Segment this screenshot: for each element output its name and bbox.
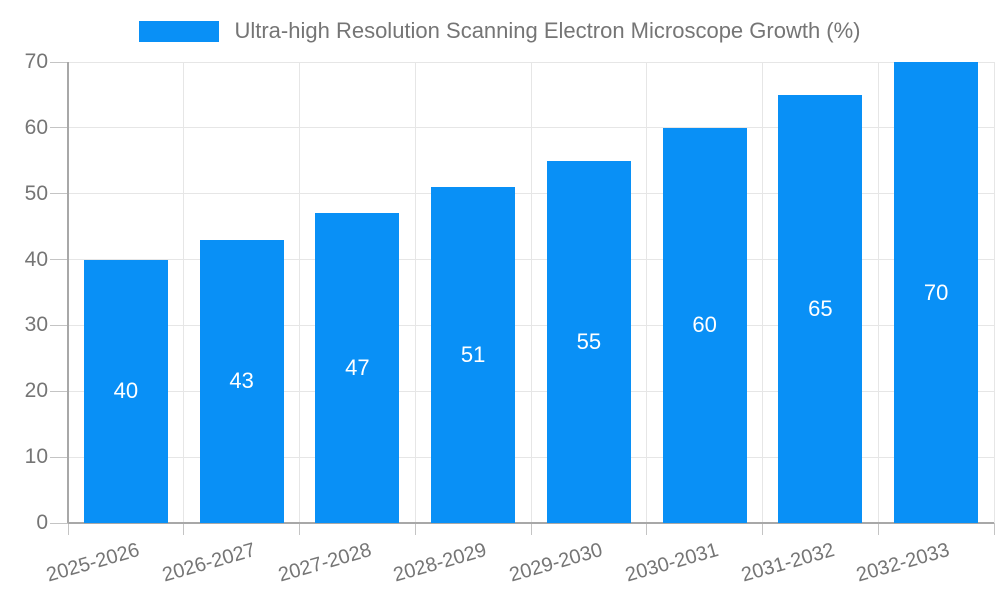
y-tick bbox=[50, 522, 68, 524]
x-tick bbox=[414, 523, 416, 535]
bar bbox=[315, 213, 400, 523]
x-tick bbox=[993, 523, 995, 535]
y-tick bbox=[50, 127, 68, 129]
legend-swatch bbox=[139, 20, 220, 42]
bar bbox=[431, 187, 516, 523]
x-tick-label: 2027-2028 bbox=[275, 538, 374, 587]
bar bbox=[662, 127, 747, 523]
x-tick-label: 2026-2027 bbox=[159, 538, 258, 587]
bar-value-label: 43 bbox=[229, 368, 254, 394]
y-tick bbox=[50, 259, 68, 261]
y-tick bbox=[50, 61, 68, 63]
bar-value-label: 65 bbox=[808, 295, 833, 321]
x-gridline bbox=[646, 62, 648, 523]
x-gridline bbox=[183, 62, 185, 523]
x-gridline bbox=[414, 62, 416, 523]
x-tick bbox=[299, 523, 300, 535]
bar-value-label: 55 bbox=[576, 328, 602, 354]
y-tick bbox=[50, 390, 68, 392]
y-tick-label: 60 bbox=[24, 115, 48, 139]
bar-value-label: 70 bbox=[923, 279, 949, 305]
y-tick-label: 50 bbox=[24, 181, 48, 205]
bar-value-label: 40 bbox=[113, 378, 139, 404]
x-tick bbox=[183, 523, 185, 535]
x-tick-label: 2028-2029 bbox=[391, 538, 490, 587]
x-tick bbox=[877, 523, 879, 535]
y-axis-line bbox=[67, 62, 69, 523]
y-tick bbox=[50, 193, 68, 195]
y-tick-label: 70 bbox=[24, 50, 48, 73]
y-tick bbox=[50, 324, 68, 326]
x-tick bbox=[530, 523, 532, 535]
y-tick-label: 10 bbox=[24, 445, 48, 469]
x-gridline bbox=[877, 62, 879, 523]
x-tick bbox=[67, 523, 69, 535]
x-tick bbox=[762, 523, 763, 535]
x-axis-line bbox=[68, 522, 994, 524]
bar bbox=[546, 160, 631, 523]
legend-label: Ultra-high Resolution Scanning Electron … bbox=[234, 18, 861, 43]
x-tick-label: 2029-2030 bbox=[507, 538, 606, 587]
y-tick-label: 40 bbox=[24, 247, 48, 271]
x-tick-label: 2032-2033 bbox=[854, 538, 953, 587]
x-tick bbox=[646, 523, 648, 535]
legend-item[interactable]: Ultra-high Resolution Scanning Electron … bbox=[0, 18, 1000, 44]
x-gridline bbox=[530, 62, 532, 523]
bar bbox=[778, 94, 863, 523]
x-tick-label: 2030-2031 bbox=[622, 538, 721, 587]
x-tick-label: 2031-2032 bbox=[738, 538, 837, 587]
x-tick-label: 2025-2026 bbox=[44, 538, 143, 587]
y-tick-label: 20 bbox=[24, 379, 48, 403]
bar-value-label: 60 bbox=[692, 312, 717, 338]
x-gridline bbox=[299, 62, 300, 523]
bar-value-label: 51 bbox=[460, 342, 486, 368]
bar-value-label: 47 bbox=[345, 355, 370, 381]
bar bbox=[199, 239, 284, 523]
x-gridline bbox=[762, 62, 763, 523]
y-tick-label: 30 bbox=[24, 313, 48, 337]
bar bbox=[83, 259, 168, 523]
bar bbox=[894, 62, 979, 523]
y-tick-label: 0 bbox=[36, 511, 48, 534]
y-tick bbox=[50, 456, 68, 458]
x-gridline bbox=[993, 62, 995, 523]
